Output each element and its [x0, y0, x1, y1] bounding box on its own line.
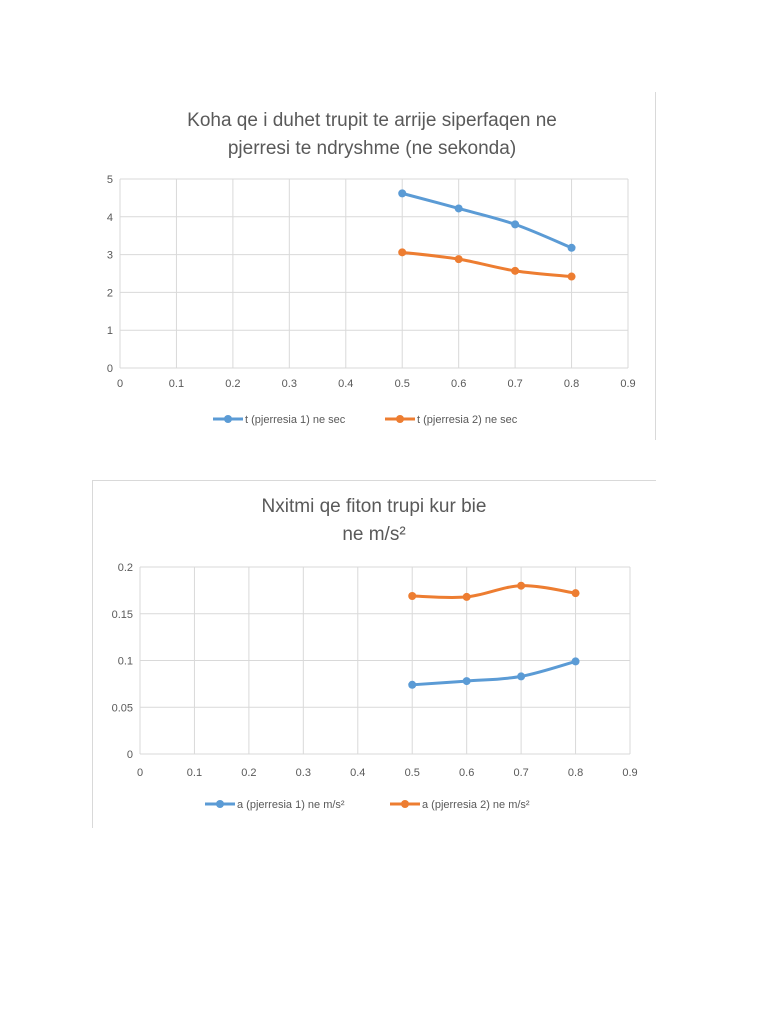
legend-swatch-marker-2	[396, 415, 404, 423]
y-tick-label: 0	[127, 749, 133, 761]
chart-title-line-2: ne m/s²	[342, 524, 405, 545]
x-tick-label: 0.1	[169, 378, 184, 390]
data-point-series-1	[571, 657, 580, 666]
y-tick-label: 4	[107, 212, 113, 224]
chart-time: Koha qe i duhet trupit te arrije siperfa…	[100, 92, 656, 440]
y-tick-label: 5	[107, 174, 113, 186]
x-tick-label: 0.9	[622, 767, 637, 779]
data-point-series-2	[567, 272, 576, 281]
series-line-1	[410, 659, 578, 687]
x-tick-label: 0.2	[241, 767, 256, 779]
data-point-series-2	[408, 591, 417, 600]
y-tick-label: 3	[107, 250, 113, 262]
series-line-2	[410, 584, 578, 600]
legend-label-1: t (pjerresia 1) ne sec	[245, 414, 346, 426]
chart-border-top	[92, 480, 656, 481]
legend-swatch-marker-2	[401, 800, 409, 808]
chart-border-right	[655, 92, 656, 440]
x-tick-label: 0.3	[282, 378, 297, 390]
data-point-series-1	[567, 243, 576, 252]
legend-label-1: a (pjerresia 1) ne m/s²	[237, 799, 345, 811]
data-point-series-2	[517, 581, 526, 590]
x-tick-label: 0.9	[620, 378, 635, 390]
plot-area: 0 0.05 0.1 0.15 0.2 0 0.1 0.2 0.3 0.4 0.5 0.6 0.7 0.8…	[112, 562, 638, 779]
chart-time-svg: Koha qe i duhet trupit te arrije siperfa…	[107, 110, 636, 426]
legend: a (pjerresia 1) ne m/s² a (pjerresia 2) n…	[205, 799, 530, 811]
chart-border-left	[92, 480, 93, 828]
chart-title-line-1: Nxitmi qe fiton trupi kur bie	[262, 496, 487, 517]
data-point-series-2	[462, 592, 471, 601]
legend-label-2: t (pjerresia 2) ne sec	[417, 414, 518, 426]
chart-title-line-2: pjerresi te ndryshme (ne sekonda)	[228, 138, 516, 159]
chart-title-line-1: Koha qe i duhet trupit te arrije siperfa…	[187, 110, 557, 131]
x-tick-label: 0.3	[296, 767, 311, 779]
data-point-series-1	[517, 672, 526, 681]
x-tick-label: 0.5	[405, 767, 420, 779]
data-point-series-2	[571, 589, 580, 598]
y-tick-label: 0.05	[112, 702, 133, 714]
data-point-series-1	[398, 189, 407, 198]
data-point-series-2	[398, 248, 407, 257]
data-point-series-1	[511, 220, 520, 229]
x-tick-label: 0.8	[564, 378, 579, 390]
y-tick-label: 0	[107, 363, 113, 375]
x-tick-label: 0.1	[187, 767, 202, 779]
x-tick-label: 0.6	[459, 767, 474, 779]
data-point-series-2	[511, 266, 520, 275]
x-tick-label: 0.4	[338, 378, 353, 390]
x-tick-label: 0	[137, 767, 143, 779]
y-tick-label: 1	[107, 325, 113, 337]
x-tick-label: 0.6	[451, 378, 466, 390]
x-tick-label: 0.8	[568, 767, 583, 779]
legend-label-2: a (pjerresia 2) ne m/s²	[422, 799, 530, 811]
data-point-series-1	[408, 680, 417, 689]
data-point-series-1	[454, 204, 463, 213]
y-tick-label: 2	[107, 287, 113, 299]
data-point-series-1	[462, 677, 471, 686]
y-tick-label: 0.15	[112, 609, 133, 621]
series-line-1	[400, 191, 574, 250]
y-tick-label: 0.1	[118, 656, 133, 668]
chart-acceleration-svg: Nxitmi qe fiton trupi kur bie ne m/s² 00…	[112, 496, 638, 811]
x-tick-label: 0.2	[225, 378, 240, 390]
legend: t (pjerresia 1) ne sec t (pjerresia 2) ne…	[213, 414, 518, 426]
legend-swatch-marker-1	[216, 800, 224, 808]
data-point-series-2	[454, 255, 463, 264]
x-tick-label: 0.7	[513, 767, 528, 779]
series-line-2	[400, 250, 574, 279]
y-tick-label: 0.2	[118, 562, 133, 574]
x-tick-label: 0	[117, 378, 123, 390]
x-tick-label: 0.7	[507, 378, 522, 390]
plot-area: 0 1 2 3 4 5 0 0.1 0.2 0.3 0.4 0.5 0.6 0.7 0.8 0.9	[107, 174, 636, 390]
x-tick-label: 0.5	[395, 378, 410, 390]
legend-swatch-marker-1	[224, 415, 232, 423]
x-tick-label: 0.4	[350, 767, 365, 779]
